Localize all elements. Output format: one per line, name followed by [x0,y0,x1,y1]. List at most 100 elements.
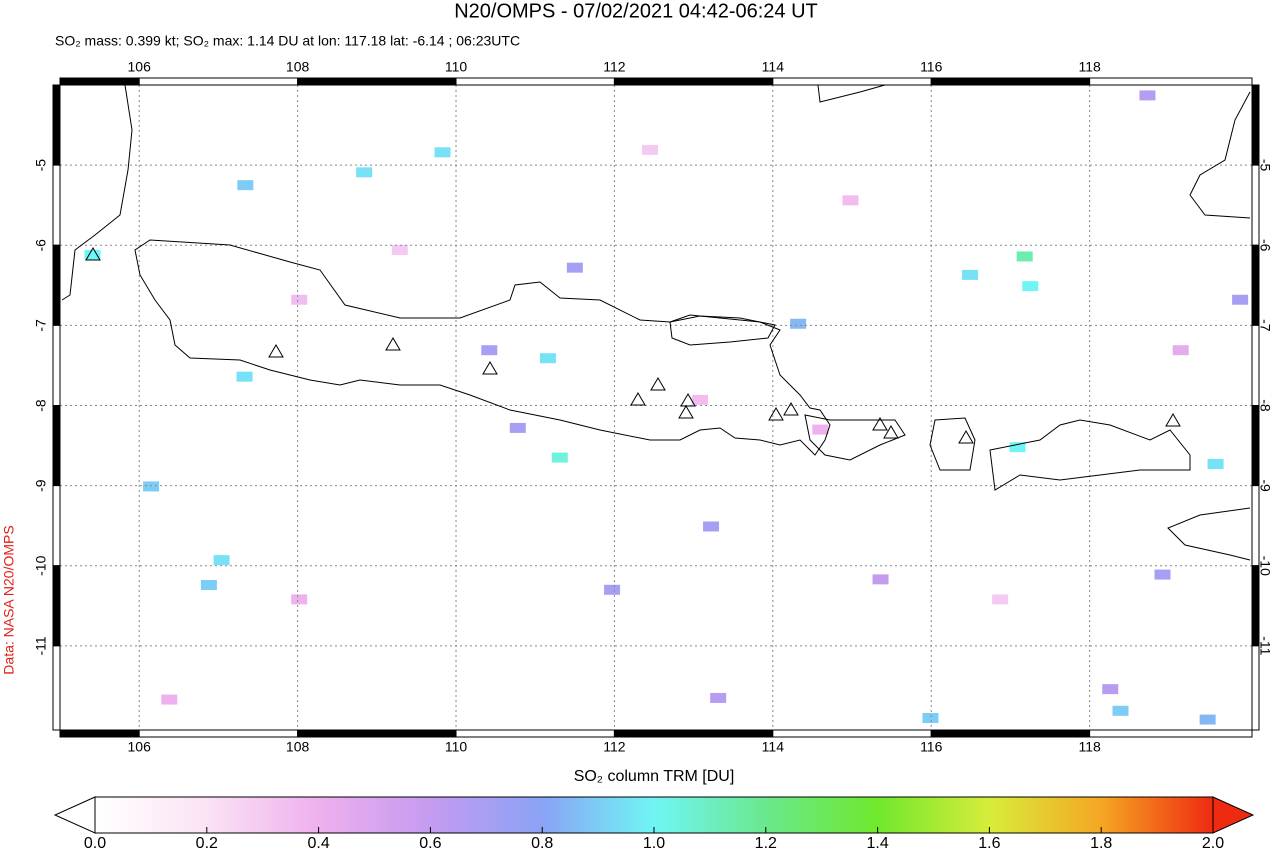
x-tick-label: 114 [762,739,785,755]
colorbar-tick-label: 0.4 [307,835,329,852]
java [134,239,831,456]
frame-band [297,729,457,738]
so2-pixel [1232,294,1249,305]
so2-pixel [1139,90,1156,101]
so2-pixel [509,422,526,433]
so2-pixel [1199,714,1216,725]
frame-band [52,565,61,647]
frame-band [1251,645,1260,731]
colorbar-tick-label: 1.8 [1090,835,1112,852]
y-tick-label: -11 [1257,636,1272,655]
so2-pixel [291,294,308,305]
frame-band [138,77,299,86]
colorbar-tick-label: 1.0 [643,835,665,852]
so2-pixel [962,269,979,280]
volcano [768,407,784,421]
lombok [929,417,976,471]
so2-pixel [213,555,230,566]
volcano [883,425,899,439]
colorbar-tick-label: 0.0 [84,835,106,852]
frame-band [1251,164,1260,246]
volcano [650,377,666,391]
colorbar: 0.0 0.2 0.4 0.6 0.8 1.0 1.2 1.4 1.6 1.8 2.0 [53,796,1255,852]
frame-band [930,77,1091,86]
colorbar-label: SO₂ column TRM [DU] [574,768,735,785]
so2-pixel [703,521,720,532]
x-tick-label: 116 [920,739,943,755]
chart-title: N20/OMPS - 07/02/2021 04:42-06:24 UT [454,0,818,22]
so2-pixel [539,353,556,364]
so2-pixel [1207,458,1224,469]
frame-band [455,729,615,738]
y-tick-label: -5 [1257,159,1272,172]
frame-band [1251,244,1260,326]
volcano [268,344,284,358]
sulawesi [1189,91,1251,219]
y-tick-label: -9 [33,479,49,492]
volcano [958,430,974,444]
colorbar-tick-label: 2.0 [1202,835,1224,852]
frame-band [59,729,140,738]
x-tick-label: 106 [128,59,152,75]
so2-pixel [551,452,568,463]
so2-pixel [434,147,451,158]
y-tick-label: -11 [33,636,49,655]
borneo [817,84,886,103]
so2-pixel [992,594,1009,605]
volcano [872,417,888,431]
frame-band [52,645,61,731]
frame-band [1089,77,1253,86]
frame-band [52,244,61,326]
y-tick-label: -8 [33,399,49,412]
y-tick-label: -7 [33,319,49,332]
x-tick-label: 108 [286,739,310,755]
sumatra [61,84,133,301]
y-tick-label: -10 [1257,556,1272,576]
volcano [385,337,401,351]
y-tick-label: -9 [1257,479,1272,492]
x-tick-label: 114 [762,59,785,75]
so2-pixel [356,167,373,178]
so2-pixel [1102,684,1119,695]
x-tick-label: 112 [603,59,626,75]
y-tick-label: -5 [33,159,49,172]
volcano [1165,413,1181,427]
so2-pixel [790,318,807,329]
frame-band [52,404,61,487]
frame-band [1089,729,1253,738]
so2-pixel [566,262,583,273]
frame-band [52,84,61,166]
so2-pixel [691,394,708,405]
colorbar-low-arrow [53,796,96,834]
colorbar-tick-label: 0.8 [531,835,553,852]
so2-pixel [710,692,727,703]
so2-pixel [84,249,101,260]
frame-band [1251,324,1260,406]
frame-band [1251,404,1260,487]
so2-pixel [1154,569,1171,580]
so2-pixel [1022,281,1039,292]
so2-pixel [1172,345,1189,356]
frame-band [930,729,1091,738]
volcano [630,392,646,406]
colorbar-tick-label: 0.2 [196,835,218,852]
map-border [59,84,1253,731]
so2-pixel [1016,251,1033,262]
colorbar-tick-label: 1.6 [978,835,1000,852]
frame-band [1251,84,1260,166]
so2-pixel [391,245,408,256]
so2-pixel [291,594,308,605]
so2-pixel [842,195,859,206]
subtitle: SO₂ mass: 0.399 kt; SO₂ max: 1.14 DU at … [55,33,520,49]
x-tick-label: 108 [286,59,310,75]
bali [804,414,906,461]
side-label: Data: NASA N20/OMPS [1,525,17,674]
colorbar-tick-label: 1.2 [755,835,777,852]
frame-band [52,324,61,406]
y-tick-label: -7 [1257,319,1272,332]
coastlines [61,84,1251,561]
frame-band [613,77,774,86]
frame-band [772,729,932,738]
volcano [783,402,799,416]
pixels [84,90,1249,725]
